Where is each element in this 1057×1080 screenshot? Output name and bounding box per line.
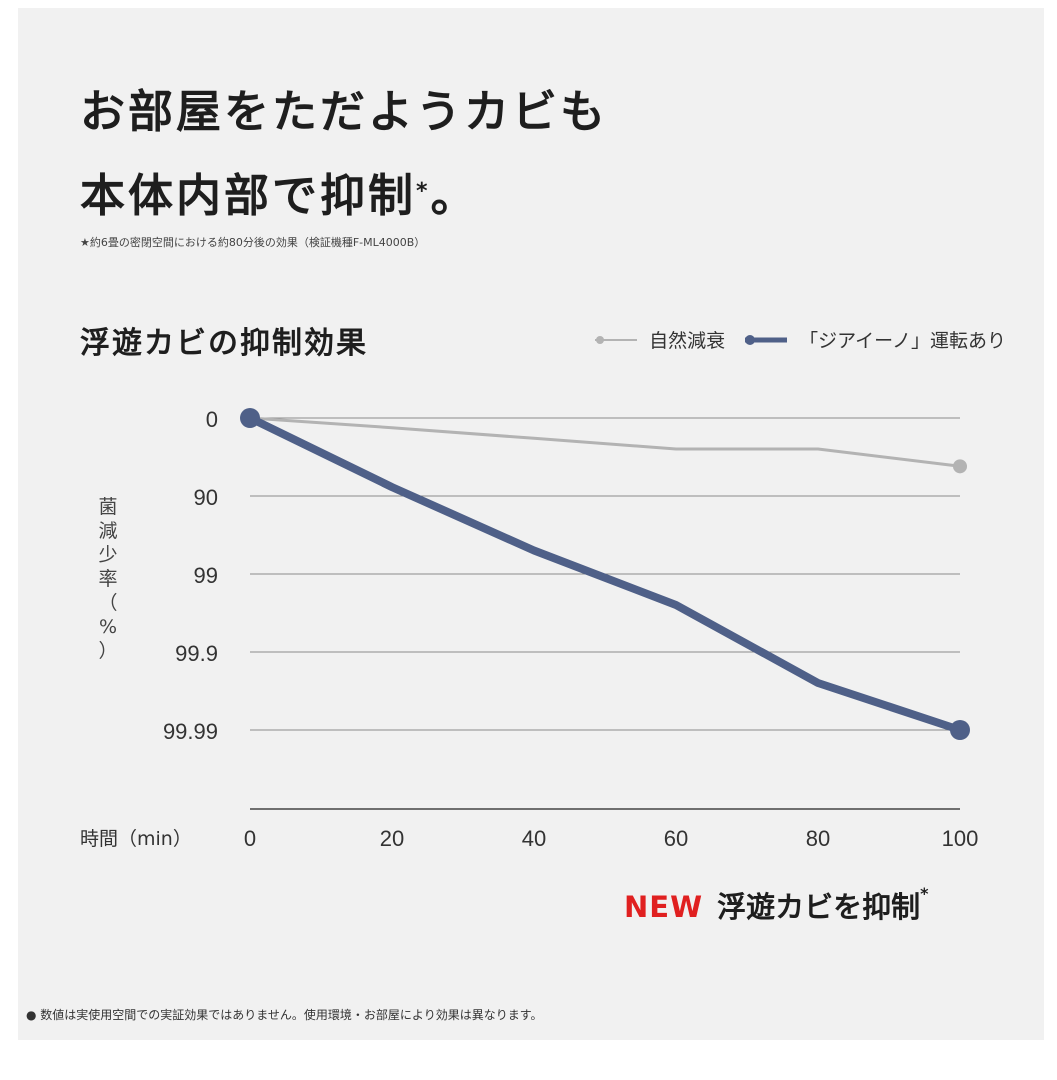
new-feature-callout: NEW 浮遊カビを抑制* xyxy=(624,884,928,926)
x-tick-label: 20 xyxy=(380,826,404,851)
callout-text: 浮遊カビを抑制 xyxy=(717,890,921,924)
new-tag: NEW xyxy=(624,890,704,924)
disclaimer-footnote: ● 数値は実使用空間での実証効果ではありません。使用環境・お部屋により効果は異な… xyxy=(26,1008,543,1022)
headline-asterisk: * xyxy=(416,179,431,204)
headline: お部屋をただようカビも 本体内部で抑制*。 xyxy=(80,70,608,238)
series-natural-line xyxy=(248,416,962,468)
y-tick-label: 99 xyxy=(194,563,218,588)
y-tick-label: 99.99 xyxy=(163,719,218,744)
legend-label-ziaino: 「ジアイーノ」運転あり xyxy=(799,330,1006,352)
y-axis-title-glyph: % xyxy=(99,616,117,638)
series-ziaino-endpoint xyxy=(240,408,260,428)
series-ziaino-line xyxy=(246,414,964,734)
series-natural-endpoint xyxy=(953,459,967,474)
x-tick-label: 80 xyxy=(806,826,830,851)
y-axis-title-glyph: 菌 xyxy=(98,496,117,518)
y-axis-title-glyph: 率 xyxy=(98,568,117,590)
y-axis-title-glyph: 少 xyxy=(98,544,117,566)
headline-line-2: 本体内部で抑制*。 xyxy=(80,154,608,238)
x-axis-title: 時間（min） xyxy=(80,828,192,850)
y-axis-title-glyph: 減 xyxy=(98,520,117,542)
legend-label-natural: 自然減衰 xyxy=(649,330,726,352)
legend-item-ziaino: 「ジアイーノ」運転あり xyxy=(743,326,1006,353)
chart-legend: 自然減衰 「ジアイーノ」運転あり xyxy=(593,326,1006,353)
y-axis-title: 菌減少率（%） xyxy=(98,496,117,662)
callout-asterisk: * xyxy=(920,884,929,903)
legend-item-natural: 自然減衰 xyxy=(593,326,725,353)
x-tick-label: 60 xyxy=(664,826,688,851)
series-ziaino-endpoint xyxy=(950,720,970,740)
infographic-panel: お部屋をただようカビも 本体内部で抑制*。 ★約6畳の密閉空間における約80分後… xyxy=(18,8,1044,1040)
legend-swatch-natural xyxy=(595,335,638,344)
x-tick-label: 0 xyxy=(244,826,256,851)
headline-line-2-text: 本体内部で抑制 xyxy=(80,169,417,222)
chart-title: 浮遊カビの抑制効果 xyxy=(80,326,368,361)
legend-swatch-ziaino xyxy=(745,334,788,345)
y-axis-title-glyph: ） xyxy=(98,640,117,662)
y-tick-label: 99.9 xyxy=(175,641,218,666)
x-tick-label: 100 xyxy=(942,826,979,851)
x-tick-label: 40 xyxy=(522,826,546,851)
line-chart: 0 90 99 99.9 99.99 0 20 40 60 80 100 時間（min） 菌減少率（%） xyxy=(80,407,979,851)
y-tick-label: 90 xyxy=(194,485,218,510)
test-condition-note: ★約6畳の密閉空間における約80分後の効果（検証機種F-ML4000B） xyxy=(80,236,426,249)
headline-line-1: お部屋をただようカビも xyxy=(80,85,609,138)
headline-line-2-end: 。 xyxy=(430,169,479,222)
y-axis-title-glyph: （ xyxy=(98,592,117,614)
y-tick-label: 0 xyxy=(206,407,218,432)
